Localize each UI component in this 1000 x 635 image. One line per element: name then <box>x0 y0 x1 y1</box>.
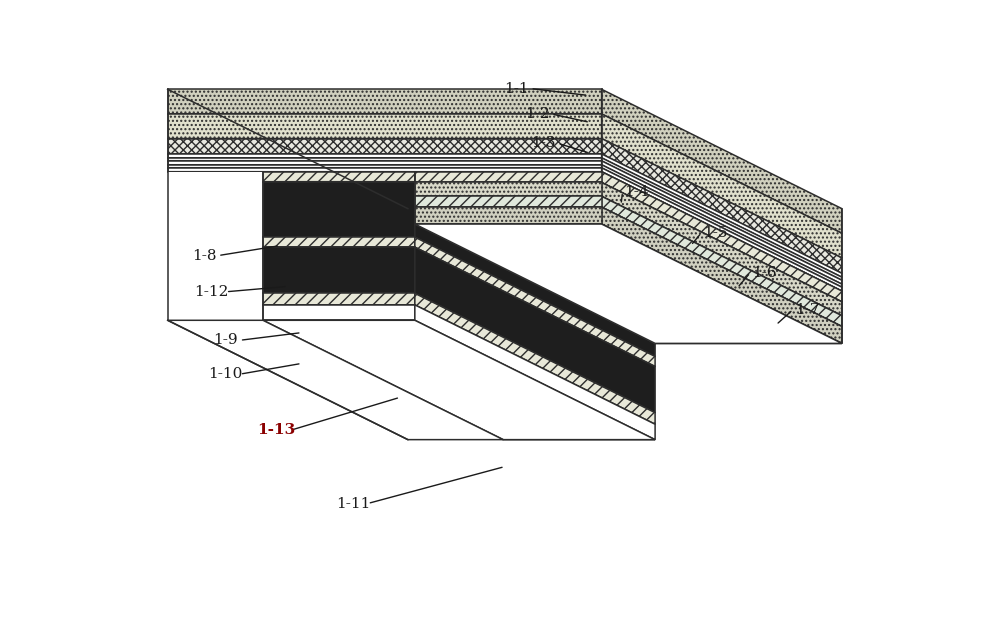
Polygon shape <box>168 114 842 233</box>
Polygon shape <box>602 154 842 277</box>
Text: 1-4: 1-4 <box>624 185 649 199</box>
Text: 1-2: 1-2 <box>525 107 550 121</box>
Polygon shape <box>168 90 602 114</box>
Polygon shape <box>263 293 655 413</box>
Polygon shape <box>263 293 415 305</box>
Text: 1-6: 1-6 <box>752 265 777 279</box>
Polygon shape <box>168 171 842 291</box>
Polygon shape <box>263 237 415 247</box>
Polygon shape <box>415 196 602 207</box>
Polygon shape <box>168 158 602 161</box>
Text: 1-8: 1-8 <box>192 249 216 263</box>
Polygon shape <box>602 207 842 344</box>
Polygon shape <box>602 196 842 326</box>
Polygon shape <box>602 196 842 326</box>
Polygon shape <box>415 247 655 413</box>
Polygon shape <box>263 182 655 302</box>
Polygon shape <box>602 164 842 287</box>
Text: 1-11: 1-11 <box>336 497 371 511</box>
Polygon shape <box>168 320 503 439</box>
Polygon shape <box>263 182 415 237</box>
Polygon shape <box>602 114 842 258</box>
Polygon shape <box>263 305 415 320</box>
Polygon shape <box>168 164 842 284</box>
Polygon shape <box>602 90 842 233</box>
Polygon shape <box>263 305 655 424</box>
Polygon shape <box>602 158 842 280</box>
Polygon shape <box>415 305 655 439</box>
Polygon shape <box>263 196 655 316</box>
Text: 1-10: 1-10 <box>209 367 243 381</box>
Text: 1-7: 1-7 <box>795 302 819 316</box>
Polygon shape <box>602 161 842 284</box>
Polygon shape <box>263 320 655 439</box>
Polygon shape <box>415 196 842 316</box>
Polygon shape <box>415 171 655 301</box>
Polygon shape <box>415 182 842 302</box>
Polygon shape <box>602 138 842 273</box>
Polygon shape <box>415 224 602 320</box>
Polygon shape <box>168 154 602 158</box>
Polygon shape <box>415 182 602 196</box>
Text: 1-12: 1-12 <box>195 285 229 299</box>
Polygon shape <box>168 161 842 280</box>
Polygon shape <box>168 161 602 164</box>
Polygon shape <box>602 168 842 291</box>
Polygon shape <box>415 171 602 182</box>
Polygon shape <box>263 207 655 326</box>
Polygon shape <box>263 224 655 344</box>
Text: 1-5: 1-5 <box>703 225 728 239</box>
Polygon shape <box>168 138 842 258</box>
Polygon shape <box>602 171 842 302</box>
Polygon shape <box>415 171 602 182</box>
Polygon shape <box>168 168 602 171</box>
Text: 1-1: 1-1 <box>504 81 529 95</box>
Polygon shape <box>168 164 602 168</box>
Polygon shape <box>168 158 842 277</box>
Polygon shape <box>415 224 842 344</box>
Polygon shape <box>168 154 842 273</box>
Polygon shape <box>263 247 415 293</box>
Polygon shape <box>263 247 655 366</box>
Polygon shape <box>415 237 655 366</box>
Polygon shape <box>415 182 842 302</box>
Polygon shape <box>168 168 842 287</box>
Polygon shape <box>415 196 602 207</box>
Polygon shape <box>602 171 842 302</box>
Polygon shape <box>168 171 263 320</box>
Polygon shape <box>415 207 602 224</box>
Polygon shape <box>263 237 655 356</box>
Polygon shape <box>602 182 842 316</box>
Polygon shape <box>263 182 655 301</box>
Polygon shape <box>415 182 602 196</box>
Polygon shape <box>602 207 842 344</box>
Polygon shape <box>415 182 655 356</box>
Polygon shape <box>168 138 602 154</box>
Polygon shape <box>263 320 655 439</box>
Polygon shape <box>415 207 842 326</box>
Polygon shape <box>602 182 842 316</box>
Polygon shape <box>415 224 842 344</box>
Polygon shape <box>168 171 263 224</box>
Polygon shape <box>415 293 655 424</box>
Polygon shape <box>168 114 602 138</box>
Polygon shape <box>415 224 842 344</box>
Polygon shape <box>415 224 602 320</box>
Polygon shape <box>415 196 842 316</box>
Polygon shape <box>263 171 415 182</box>
Text: 1-3: 1-3 <box>531 136 556 150</box>
Text: 1-9: 1-9 <box>213 333 238 347</box>
Polygon shape <box>415 207 842 326</box>
Text: 1-13: 1-13 <box>257 424 295 438</box>
Polygon shape <box>415 207 602 224</box>
